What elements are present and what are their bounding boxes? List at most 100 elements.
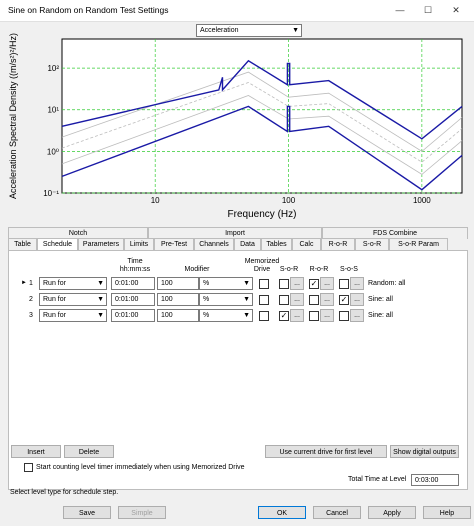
chevron-down-icon: ▼ [243,312,250,319]
header-time-format: hh:mm:ss [119,266,151,273]
insert-button[interactable]: Insert [11,445,61,458]
title-bar: Sine on Random on Random Test Settings —… [0,0,474,22]
r-o-r-ellipsis-button[interactable]: ... [320,309,334,322]
psd-chart: 10 100 1000 10⁻¹ 10⁰ 10¹ 10² Frequency (Hz) Acce… [8,33,463,220]
header-memorized: Memorized [244,258,280,265]
total-time-label: Total Time at Level [348,476,407,483]
s-o-r-ellipsis-button[interactable]: ... [290,309,304,322]
show-digital-outputs-button[interactable]: Show digital outputs [390,445,459,458]
s-o-r-ellipsis-button[interactable]: ... [290,277,304,290]
s-o-s-checkbox[interactable]: ✓ [339,295,349,305]
modifier-unit-value: % [203,280,210,287]
tab-notch[interactable]: Notch [8,227,148,239]
level-type-dropdown[interactable]: Run for ▼ [39,293,107,306]
level-type-value: Run for [43,296,66,303]
y-tick-label: 10¹ [47,106,59,115]
tabrow-main: Table Schedule Parameters Limits Pre-Tes… [8,238,448,250]
help-button[interactable]: Help [423,506,471,519]
s-o-s-ellipsis-button[interactable]: ... [350,277,364,290]
time-field[interactable]: 0:01:00 [111,277,155,290]
header-s-o-r: S-o-R [279,266,299,273]
tab-schedule[interactable]: Schedule [37,238,78,250]
row-note: Random: all [368,280,406,287]
chevron-down-icon: ▼ [243,280,250,287]
tab-r-o-r[interactable]: R-o-R [321,238,355,250]
tab-table[interactable]: Table [8,238,37,250]
s-o-s-ellipsis-button[interactable]: ... [350,293,364,306]
s-o-s-checkbox[interactable] [339,311,349,321]
tab-data[interactable]: Data [234,238,261,250]
apply-button[interactable]: Apply [368,506,416,519]
s-o-r-checkbox[interactable] [279,279,289,289]
quantity-dropdown[interactable]: Acceleration ▼ [196,24,302,37]
header-drive: Drive [253,266,271,273]
tab-s-o-r[interactable]: S-o-R [355,238,389,250]
row-number: 2 [29,296,33,303]
use-current-drive-button[interactable]: Use current drive for first level [265,445,387,458]
tab-import[interactable]: Import [148,227,322,239]
tab-tables[interactable]: Tables [261,238,292,250]
delete-button[interactable]: Delete [64,445,114,458]
series-line [61,71,463,152]
memorized-drive-checkbox[interactable] [259,279,269,289]
r-o-r-checkbox[interactable] [309,311,319,321]
series-line [61,105,463,191]
level-type-value: Run for [43,312,66,319]
r-o-r-ellipsis-button[interactable]: ... [320,293,334,306]
series-line [61,95,463,175]
tab-s-o-r-param[interactable]: S-o-R Param [389,238,448,250]
minimize-button[interactable]: — [395,5,405,15]
window-title: Sine on Random on Random Test Settings [8,5,169,15]
s-o-s-checkbox[interactable] [339,279,349,289]
ok-button[interactable]: OK [258,506,306,519]
y-tick-label: 10⁻¹ [43,189,59,198]
row-note: Sine: all [368,296,393,303]
simple-button[interactable]: Simple [118,506,166,519]
tabrow-top: Notch Import FDS Combine [8,227,468,239]
current-row-marker-icon [21,309,29,322]
row-number: 1 [29,280,33,287]
s-o-r-ellipsis-button[interactable]: ... [290,293,304,306]
s-o-r-checkbox[interactable] [279,295,289,305]
close-button[interactable]: ✕ [452,5,460,15]
maximize-button[interactable]: ☐ [423,5,433,15]
modifier-unit-value: % [203,312,210,319]
level-type-dropdown[interactable]: Run for ▼ [39,277,107,290]
r-o-r-ellipsis-button[interactable]: ... [320,277,334,290]
level-type-dropdown[interactable]: Run for ▼ [39,309,107,322]
s-o-r-checkbox[interactable]: ✓ [279,311,289,321]
y-tick-label: 10⁰ [47,147,59,156]
series-line [61,59,463,140]
tab-pre-test[interactable]: Pre-Test [154,238,194,250]
row-number: 3 [29,312,33,319]
total-time-field[interactable]: 0:03:00 [411,474,459,486]
x-tick-label: 1000 [413,196,431,205]
level-type-value: Run for [43,280,66,287]
time-field[interactable]: 0:01:00 [111,309,155,322]
modifier-value-field[interactable]: 100 [157,309,199,322]
tab-channels[interactable]: Channels [194,238,234,250]
modifier-value-field[interactable]: 100 [157,277,199,290]
r-o-r-checkbox[interactable]: ✓ [309,279,319,289]
header-modifier: Modifier [184,266,210,273]
row-note: Sine: all [368,312,393,319]
save-button[interactable]: Save [63,506,111,519]
modifier-unit-dropdown[interactable]: % ▼ [199,293,253,306]
modifier-unit-dropdown[interactable]: % ▼ [199,309,253,322]
tab-parameters[interactable]: Parameters [78,238,124,250]
timer-checkbox[interactable] [24,463,33,472]
chevron-down-icon: ▼ [97,296,104,303]
header-s-o-s: S-o-S [340,266,358,273]
r-o-r-checkbox[interactable] [309,295,319,305]
tab-calc[interactable]: Calc [292,238,321,250]
modifier-value-field[interactable]: 100 [157,293,199,306]
tab-limits[interactable]: Limits [124,238,154,250]
header-r-o-r: R-o-R [309,266,329,273]
memorized-drive-checkbox[interactable] [259,311,269,321]
time-field[interactable]: 0:01:00 [111,293,155,306]
s-o-s-ellipsis-button[interactable]: ... [350,309,364,322]
modifier-unit-dropdown[interactable]: % ▼ [199,277,253,290]
tab-fds-combine[interactable]: FDS Combine [322,227,468,239]
cancel-button[interactable]: Cancel [313,506,361,519]
memorized-drive-checkbox[interactable] [259,295,269,305]
